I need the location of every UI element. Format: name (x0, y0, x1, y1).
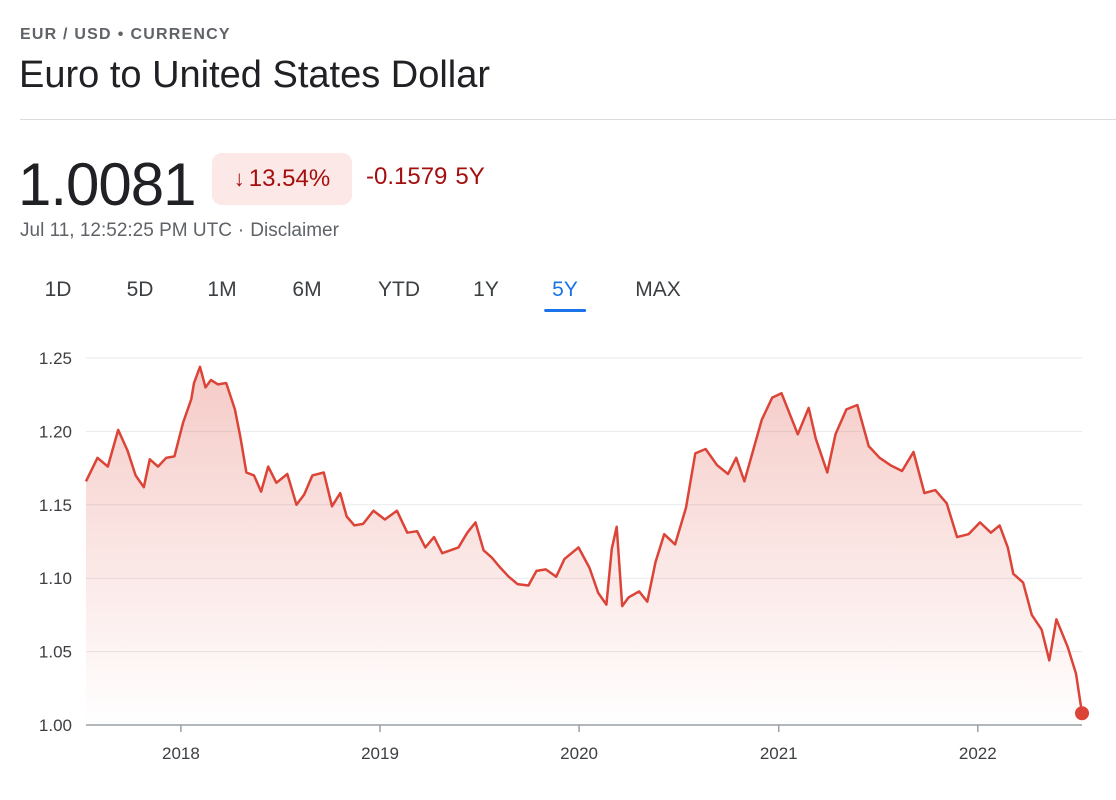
quote-timestamp: Jul 11, 12:52:25 PM UTC (20, 220, 232, 241)
quote-timestamp-row: Jul 11, 12:52:25 PM UTC · Disclaimer (20, 220, 339, 242)
range-tabs: 1D 5D 1M 6M YTD 1Y 5Y MAX (0, 270, 720, 314)
y-axis: 1.00 1.05 1.10 1.15 1.20 1.25 (39, 349, 72, 735)
x-tick-label: 2018 (162, 744, 200, 763)
absolute-change-value: -0.1579 (366, 163, 448, 190)
price-line (84, 365, 1084, 714)
y-tick-label: 1.20 (39, 422, 72, 441)
y-tick-label: 1.10 (39, 569, 72, 588)
percent-change-badge: ↓ 13.54% (212, 153, 352, 205)
price-chart[interactable]: 1.00 1.05 1.10 1.15 1.20 1.25 2018 2019 2020 202… (0, 330, 1116, 770)
x-tick-label: 2020 (560, 744, 598, 763)
page-title: Euro to United States Dollar (19, 54, 491, 96)
current-price: 1.0081 (18, 151, 197, 218)
y-tick-label: 1.00 (39, 716, 72, 735)
x-axis: 2018 2019 2020 2021 2022 (162, 725, 997, 763)
tab-max[interactable]: MAX (635, 278, 681, 301)
x-tick-label: 2022 (959, 744, 997, 763)
timestamp-separator: · (237, 220, 245, 241)
tab-5d[interactable]: 5D (126, 278, 154, 301)
x-tick-label: 2021 (760, 744, 798, 763)
tab-6m[interactable]: 6M (292, 278, 322, 301)
breadcrumb-pair[interactable]: EUR / USD (20, 26, 112, 43)
breadcrumb-separator: • (117, 26, 125, 43)
tab-1y[interactable]: 1Y (473, 278, 499, 301)
tab-ytd[interactable]: YTD (378, 278, 420, 301)
breadcrumb-category[interactable]: CURRENCY (130, 26, 231, 43)
header-divider (20, 119, 1116, 120)
change-period: 5Y (455, 163, 485, 190)
current-price-marker (1075, 706, 1089, 721)
absolute-change: -0.1579 5Y (366, 163, 485, 191)
y-tick-label: 1.15 (39, 496, 72, 515)
y-tick-label: 1.05 (39, 643, 72, 662)
tab-1m[interactable]: 1M (207, 278, 237, 301)
disclaimer-link[interactable]: Disclaimer (250, 220, 339, 241)
tab-5y[interactable]: 5Y (544, 270, 586, 312)
price-area-fill (86, 366, 1082, 725)
x-tick-label: 2019 (361, 744, 399, 763)
breadcrumb: EUR / USD • CURRENCY (20, 26, 231, 44)
tab-1d[interactable]: 1D (44, 278, 72, 301)
percent-change-value: 13.54% (248, 165, 331, 192)
y-tick-label: 1.25 (39, 349, 72, 368)
arrow-down-icon: ↓ (233, 166, 245, 191)
